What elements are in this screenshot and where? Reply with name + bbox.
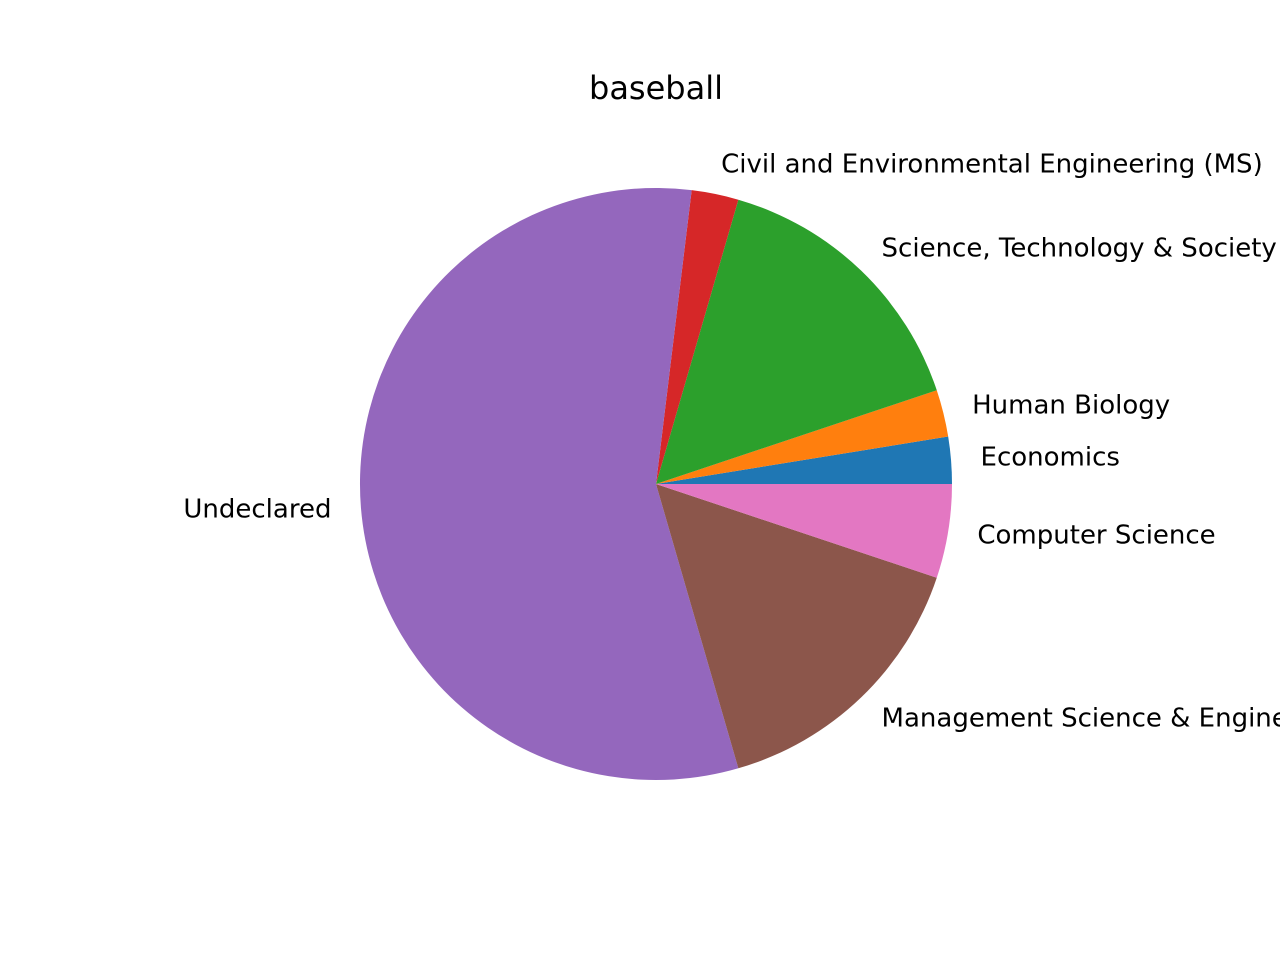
pie-slice-computer-science (656, 484, 952, 578)
pie-slice-undeclared (359, 188, 739, 780)
slice-label-computer-science: Computer Science (977, 521, 1215, 551)
pie-slice-civil-and-environmental-engineering-ms (656, 190, 739, 484)
slice-label-science-technology-society: Science, Technology & Society (882, 234, 1277, 264)
pie-slice-economics (656, 436, 952, 484)
slice-label-economics: Economics (981, 442, 1120, 472)
pie-slice-human-biology (656, 390, 949, 484)
slice-label-civil-and-environmental-engineering-ms: Civil and Environmental Engineering (MS) (721, 149, 1263, 179)
chart-title: baseball (589, 69, 723, 107)
slice-label-human-biology: Human Biology (972, 391, 1170, 421)
pie-slice-science-technology-society (656, 199, 937, 484)
pie-slice-management-science-engineering (656, 484, 937, 769)
pie-slices (359, 188, 952, 780)
slice-label-management-science-engineering: Management Science & Engineering (882, 703, 1280, 733)
pie-labels: Economics Human Biology Science, Technolog… (183, 149, 1280, 733)
slice-label-undeclared: Undeclared (183, 495, 331, 525)
